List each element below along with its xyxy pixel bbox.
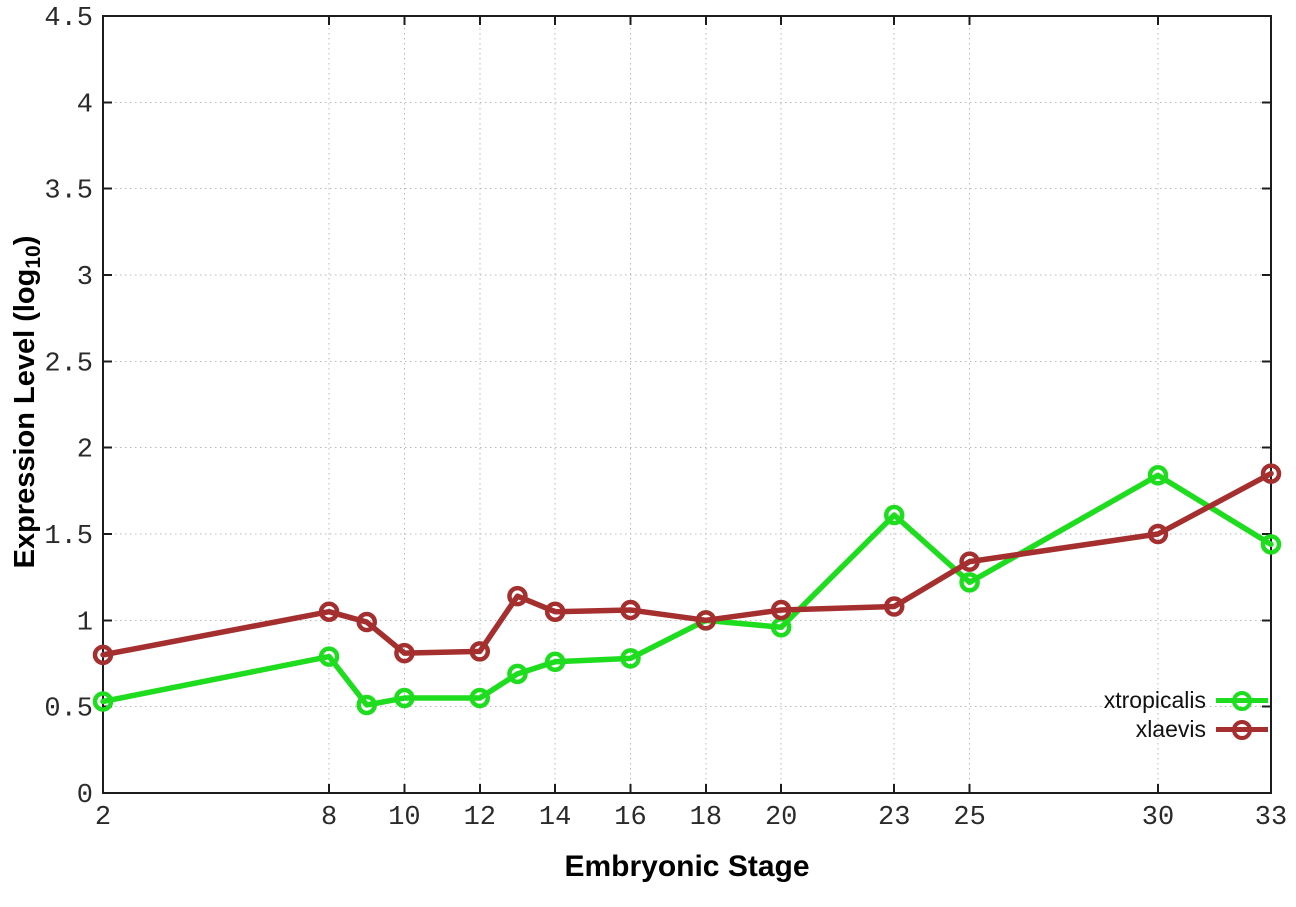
y-tick-label: 1.5 xyxy=(44,522,93,552)
data-point-xtropicalis xyxy=(394,687,415,709)
y-tick-label: 3 xyxy=(77,263,93,293)
data-point-xtropicalis xyxy=(469,687,491,709)
data-point-xlaevis xyxy=(959,551,980,572)
data-point-xtropicalis xyxy=(883,504,905,526)
y-tick-label: 4.5 xyxy=(44,4,93,34)
data-point-xtropicalis xyxy=(959,572,980,593)
y-axis-title-subscript: 10 xyxy=(22,245,45,269)
data-point-xlaevis xyxy=(883,596,905,617)
y-tick-label: 0 xyxy=(77,781,93,811)
legend-label-xtropicalis: xtropicalis xyxy=(1103,687,1206,713)
x-tick-label: 16 xyxy=(614,803,646,833)
x-tick-label: 20 xyxy=(765,803,797,833)
legend-item-xtropicalis: xtropicalis xyxy=(1008,686,1268,715)
data-point-xlaevis xyxy=(620,599,641,621)
x-tick-label: 14 xyxy=(539,803,571,833)
y-tick-label: 2.5 xyxy=(44,349,93,379)
legend-item-xlaevis: xlaevis xyxy=(1008,715,1268,744)
x-tick-label: 33 xyxy=(1255,803,1287,833)
data-point-xtropicalis xyxy=(92,691,114,712)
x-tick-label: 8 xyxy=(321,803,337,833)
data-point-xtropicalis xyxy=(620,648,641,669)
data-point-xtropicalis xyxy=(356,694,377,716)
x-tick-label: 18 xyxy=(690,803,722,833)
data-point-xlaevis xyxy=(1147,523,1169,545)
data-point-xlaevis xyxy=(394,642,415,664)
data-point-xtropicalis xyxy=(1260,534,1282,555)
legend-marker-xlaevis-line-circle-icon xyxy=(1216,717,1268,743)
data-point-xtropicalis xyxy=(1147,465,1169,486)
y-axis-title-suffix: ) xyxy=(9,235,41,246)
y-axis-title-text: Expression Level (log xyxy=(9,268,41,569)
y-tick-label: 2 xyxy=(77,436,93,466)
data-point-xtropicalis xyxy=(507,663,528,685)
data-point-xtropicalis xyxy=(318,646,340,667)
data-point-xtropicalis xyxy=(544,651,566,673)
x-tick-label: 25 xyxy=(953,803,985,833)
data-point-xlaevis xyxy=(507,585,528,607)
x-tick-label: 30 xyxy=(1142,803,1174,833)
data-point-xlaevis xyxy=(318,601,340,622)
x-tick-label: 2 xyxy=(95,803,111,833)
x-tick-label: 10 xyxy=(388,803,420,833)
plot-border xyxy=(102,15,1272,794)
x-axis-title: Embryonic Stage xyxy=(564,850,810,883)
data-point-xlaevis xyxy=(92,644,114,666)
y-tick-label: 3.5 xyxy=(44,177,93,207)
y-tick-label: 4 xyxy=(77,90,93,120)
series-line-xtropicalis xyxy=(100,472,1274,708)
y-tick-label: 0.5 xyxy=(44,695,93,725)
data-point-xlaevis xyxy=(1260,463,1282,484)
legend-marker-xtropicalis-line-circle-icon xyxy=(1216,688,1268,714)
data-point-xlaevis xyxy=(356,611,377,633)
data-point-xlaevis xyxy=(469,641,491,662)
x-tick-label: 12 xyxy=(464,803,496,833)
data-point-xlaevis xyxy=(695,610,717,631)
y-tick-label: 1 xyxy=(77,608,93,638)
x-tick-label: 23 xyxy=(878,803,910,833)
y-axis-title: Expression Level (log10) xyxy=(8,236,51,569)
data-point-xlaevis xyxy=(544,601,566,622)
data-point-xlaevis xyxy=(770,599,792,621)
legend: xtropicalis xlaevis xyxy=(1008,686,1268,744)
legend-label-xlaevis: xlaevis xyxy=(1135,716,1206,742)
